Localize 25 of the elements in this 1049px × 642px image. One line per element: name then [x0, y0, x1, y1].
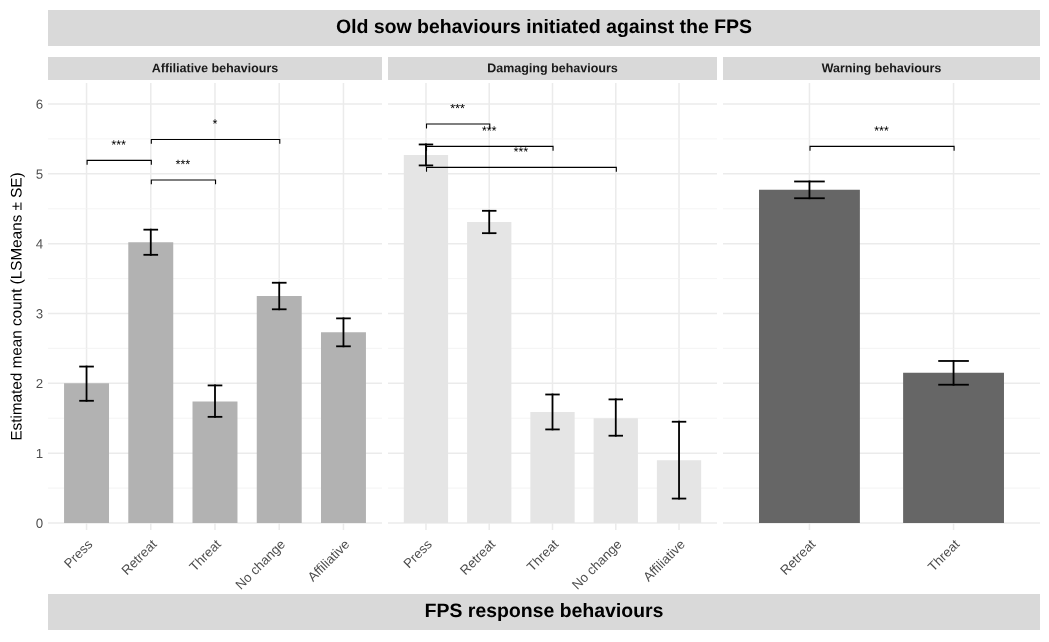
y-tick-label: 2 [36, 378, 43, 389]
bar [64, 383, 110, 524]
y-tick-label: 0 [36, 518, 43, 528]
annotation: *** [482, 126, 497, 131]
annotation: *** [513, 147, 528, 152]
x-axis-title: FPS response behaviours [425, 602, 663, 622]
y-tick-label: 1 [36, 448, 43, 458]
chart-title: Old sow behaviours initiated against the FPS [336, 18, 752, 38]
y-tick-label: 6 [36, 99, 43, 109]
bar [192, 401, 238, 524]
annotation: *** [111, 140, 126, 145]
annotation: *** [175, 159, 190, 165]
chart-subtitle: Warning behaviours [821, 63, 941, 75]
annotation: *** [450, 103, 465, 109]
bar [256, 296, 302, 524]
chart-subtitle: Damaging behaviours [488, 63, 618, 75]
bar [320, 332, 366, 524]
y-tick-label: 5 [36, 169, 43, 179]
annotation: * [212, 119, 218, 124]
annotation: *** [874, 126, 889, 131]
bar [128, 242, 174, 524]
chart-subtitle: Affiliative behaviours [152, 63, 278, 73]
y-tick-label: 4 [36, 239, 43, 249]
y-axis-title: Estimated mean count (LSMeans ± SE) [10, 173, 25, 440]
y-tick-label: 3 [36, 309, 43, 319]
